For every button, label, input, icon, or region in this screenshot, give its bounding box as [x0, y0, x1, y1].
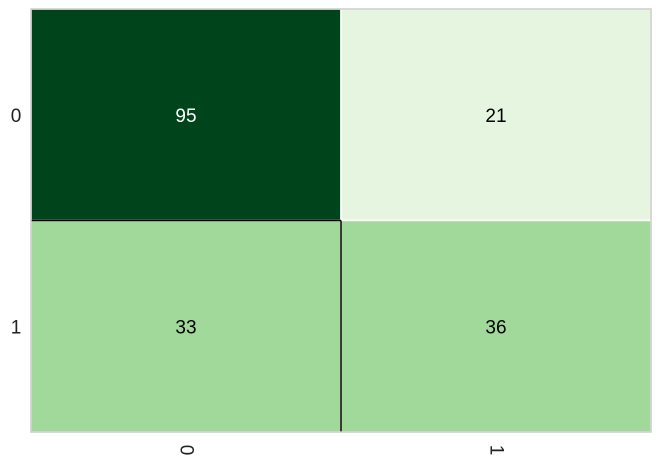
heatmap-cells: 95 21 33 36: [30, 8, 652, 433]
heatmap-cell-r0-c0: [30, 8, 342, 222]
cell-value-label-r0-c0: 95: [175, 106, 196, 127]
heatmap-cell-r1-c0: [30, 219, 342, 433]
y-tick-label-0: 0: [11, 106, 22, 127]
cell-value-label-r1-c1: 36: [485, 317, 506, 338]
x-tick-label-1: 1: [486, 445, 507, 456]
heatmap-cell-r1-c1: [340, 219, 652, 433]
cell-value-label-r0-c1: 21: [485, 106, 506, 127]
heatmap-cell-r0-c1: [340, 8, 652, 222]
y-tick-label-1: 1: [11, 317, 22, 338]
x-tick-label-0: 0: [176, 445, 197, 456]
plot-frame: [30, 8, 652, 433]
cell-value-label-r1-c0: 33: [175, 317, 196, 338]
y-tick-labels: 01: [11, 106, 22, 339]
